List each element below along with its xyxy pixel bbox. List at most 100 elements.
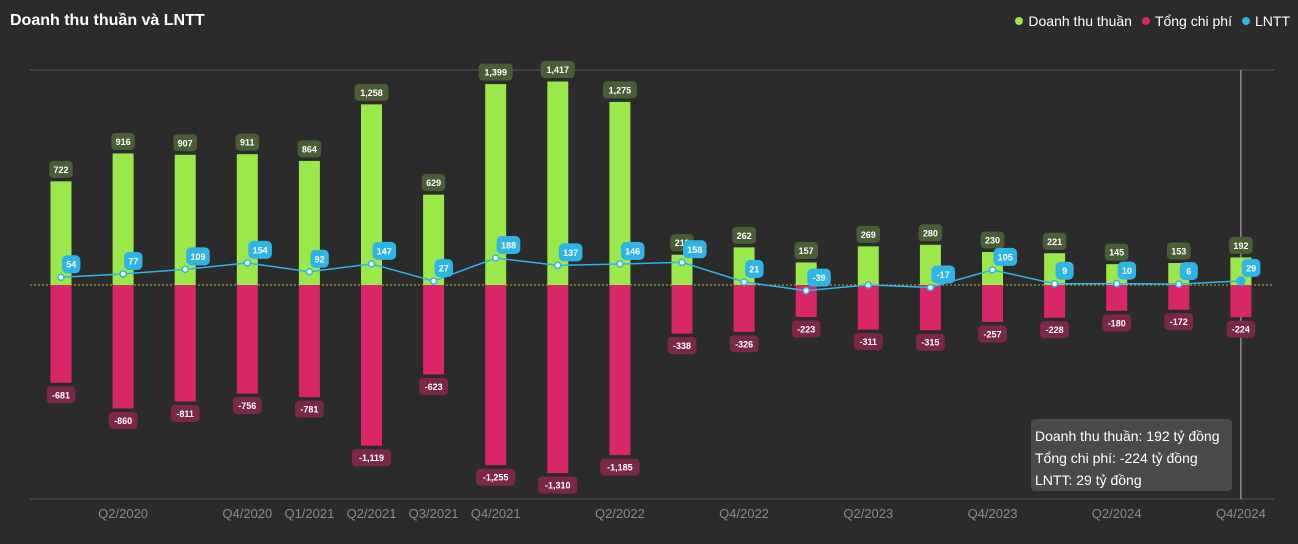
cost-bar xyxy=(1168,285,1190,310)
legend-item-cost[interactable]: Tổng chi phí xyxy=(1141,13,1232,29)
revenue-data-label: 221 xyxy=(1047,237,1062,247)
profit-point xyxy=(740,278,748,286)
profit-data-label-bg xyxy=(124,251,143,270)
cost-data-label-bg xyxy=(46,386,76,404)
profit-point xyxy=(429,277,438,285)
revenue-bar xyxy=(609,101,631,285)
revenue-data-label: 1,258 xyxy=(360,88,383,98)
revenue-data-label-bg xyxy=(173,134,197,152)
cost-data-label-bg xyxy=(978,325,1007,343)
revenue-data-label-bg xyxy=(235,133,260,151)
cost-data-label: -1,255 xyxy=(483,473,509,483)
revenue-data-label-bg xyxy=(49,160,73,178)
cost-data-label: -224 xyxy=(1232,325,1250,335)
x-tick-label: Q4/2020 xyxy=(222,506,272,521)
revenue-data-label: 192 xyxy=(1233,241,1248,251)
cost-bar xyxy=(1106,285,1128,311)
profit-data-label-bg xyxy=(1055,261,1074,280)
x-tick-label: Q4/2024 xyxy=(1216,506,1266,521)
revenue-data-label: 280 xyxy=(923,228,938,238)
legend-label-revenue: Doanh thu thuần xyxy=(1028,13,1132,29)
cost-bar xyxy=(547,285,569,474)
legend[interactable]: Doanh thu thuần Tổng chi phí LNTT xyxy=(1015,13,1290,29)
profit-point xyxy=(305,268,314,276)
revenue-data-label: 911 xyxy=(240,138,255,148)
tooltip-profit: LNTT: 29 tỷ đồng xyxy=(1035,472,1142,488)
cost-data-label: -223 xyxy=(797,325,815,335)
x-tick-label: Q2/2021 xyxy=(347,506,397,521)
profit-data-label: 10 xyxy=(1122,266,1132,276)
cost-data-label-bg xyxy=(476,468,516,486)
profit-data-label-bg xyxy=(186,247,210,266)
profit-data-label-bg xyxy=(310,249,329,268)
cost-bar xyxy=(857,285,879,330)
revenue-data-label-bg xyxy=(1229,236,1253,254)
cost-data-label: -180 xyxy=(1108,318,1126,328)
profit-data-label: 27 xyxy=(439,264,449,274)
profit-point xyxy=(554,261,562,270)
cost-data-label-bg xyxy=(295,400,324,418)
cost-data-label-bg xyxy=(729,335,759,353)
profit-point xyxy=(57,273,65,281)
revenue-data-label-bg xyxy=(540,61,575,79)
cost-bar xyxy=(795,285,817,318)
revenue-data-label-bg xyxy=(732,226,756,244)
profit-data-label: 147 xyxy=(377,246,392,256)
profit-data-label-bg xyxy=(1179,262,1198,281)
legend-item-profit[interactable]: LNTT xyxy=(1242,13,1290,29)
legend-item-revenue[interactable]: Doanh thu thuần xyxy=(1015,13,1132,29)
cost-data-label: -1,119 xyxy=(359,453,384,463)
profit-point xyxy=(926,283,935,292)
cost-bar xyxy=(112,285,134,409)
profit-point xyxy=(616,260,624,268)
cost-data-label-bg xyxy=(916,333,945,351)
revenue-data-label-bg xyxy=(980,231,1005,249)
cost-data-label: -811 xyxy=(176,409,194,419)
revenue-bar xyxy=(174,154,196,285)
profit-point xyxy=(1112,279,1121,288)
revenue-data-label-bg xyxy=(1167,242,1191,260)
chart-title: Doanh thu thuần và LNTT xyxy=(10,12,205,29)
profit-data-label: 109 xyxy=(190,252,205,262)
cost-bar xyxy=(423,285,445,375)
profit-data-label-bg xyxy=(248,240,272,259)
legend-swatch-revenue xyxy=(1015,17,1024,25)
revenue-data-label: 1,399 xyxy=(484,68,507,78)
profit-data-label: 146 xyxy=(625,247,640,257)
profit-data-label-bg xyxy=(1241,258,1261,277)
profit-data-label: 77 xyxy=(128,256,138,266)
profit-point xyxy=(181,265,189,274)
cost-data-label-bg xyxy=(1040,321,1069,339)
profit-data-label: 158 xyxy=(687,245,702,255)
cost-bar xyxy=(236,285,258,394)
profit-point xyxy=(802,286,810,295)
x-tick-label: Q2/2022 xyxy=(595,506,645,521)
revenue-data-label-bg xyxy=(1042,232,1067,250)
revenue-data-label: 864 xyxy=(302,144,317,154)
profit-point xyxy=(367,260,376,268)
revenue-data-label: 629 xyxy=(426,178,441,188)
cost-data-label: -228 xyxy=(1046,325,1064,335)
x-tick-label: Q4/2021 xyxy=(471,506,521,521)
revenue-data-label: 1,417 xyxy=(547,65,570,75)
cost-data-label-bg xyxy=(1164,313,1194,331)
cost-data-label-bg xyxy=(170,404,200,422)
cost-data-label: -257 xyxy=(983,329,1001,339)
profit-data-label-bg xyxy=(62,255,81,274)
revenue-bar xyxy=(547,81,569,285)
cost-data-label: -338 xyxy=(673,341,691,351)
legend-label-profit: LNTT xyxy=(1255,13,1290,29)
profit-point xyxy=(1050,279,1059,288)
x-tick-label: Q2/2024 xyxy=(1092,506,1142,521)
revenue-data-label: 262 xyxy=(737,231,752,241)
profit-data-label-bg xyxy=(620,242,645,261)
profit-data-label: 105 xyxy=(998,252,1013,262)
profit-point xyxy=(491,254,500,262)
profit-data-label-bg xyxy=(1117,261,1137,280)
cost-bar xyxy=(982,285,1003,322)
revenue-data-label: 153 xyxy=(1171,247,1186,257)
revenue-data-label: 145 xyxy=(1109,248,1124,258)
revenue-data-label-bg xyxy=(297,140,322,158)
revenue-data-label-bg xyxy=(1104,243,1129,261)
